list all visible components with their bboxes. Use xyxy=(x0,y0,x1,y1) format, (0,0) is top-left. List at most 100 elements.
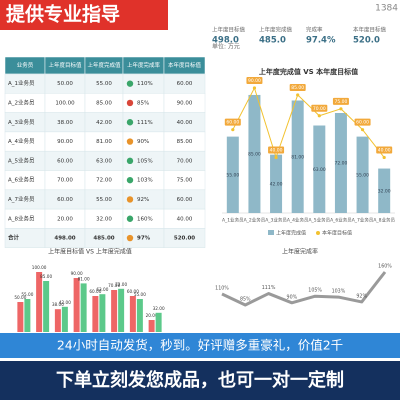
corner-number: 1384 xyxy=(375,4,398,14)
table-cell-text: 520.00 xyxy=(174,236,195,242)
line-point xyxy=(296,93,300,97)
table-cell-text: 498.00 xyxy=(54,236,75,242)
x-tick-label: A_6业务员 xyxy=(330,217,352,224)
table-cell-text: 55.00 xyxy=(96,81,112,87)
line-label-bg xyxy=(246,77,263,84)
point-label: 85% xyxy=(240,297,251,303)
bar xyxy=(248,94,261,213)
bar-label: 85.00 xyxy=(248,151,261,157)
chart-title: 上年度完成值 VS 本年度目标值 xyxy=(259,67,358,76)
bar xyxy=(136,299,143,332)
line-label: 40.00 xyxy=(378,147,391,153)
table-header-text: 上年度目标值 xyxy=(48,61,82,69)
table-cell-text: 60.00 xyxy=(177,197,193,203)
x-tick-label: A_1业务员 xyxy=(222,217,244,224)
point-label: 105% xyxy=(308,288,322,294)
x-tick-label: A_7业务员 xyxy=(352,217,374,224)
table-cell-text: 40.00 xyxy=(177,120,193,126)
table-cell-text: 85% xyxy=(137,100,149,106)
line-label: 60.00 xyxy=(226,120,239,126)
bar xyxy=(92,296,99,332)
bar xyxy=(334,113,347,213)
bar-label: 90.00 xyxy=(71,271,83,276)
legend-swatch xyxy=(268,230,274,235)
table-cell-text: 110% xyxy=(137,81,153,87)
table-cell-text: 90.00 xyxy=(177,100,193,106)
table-cell-text: 85.00 xyxy=(96,100,112,106)
bar-label: 32.00 xyxy=(153,306,165,311)
kpi-label: 上年度目标值 xyxy=(212,26,246,34)
table-cell-text: 70.00 xyxy=(57,178,73,184)
x-tick-label: A_4业务员 xyxy=(287,217,309,224)
top-banner xyxy=(0,0,168,30)
point-label: 110% xyxy=(215,286,229,292)
bar-label: 55.00 xyxy=(356,172,369,178)
bar-label: 55.00 xyxy=(134,292,146,297)
table-cell-text: 60.00 xyxy=(57,197,73,203)
bottom-banner-text: 下单立刻发您成品，也可一对一定制 xyxy=(56,369,344,391)
table-cell-text: A_8业务员 xyxy=(8,214,35,222)
bar-label: 60.00 xyxy=(127,289,139,294)
bar xyxy=(43,281,50,332)
table-cell-text: 485.00 xyxy=(93,236,114,242)
bar-label: 72.00 xyxy=(334,161,347,167)
point-label: 111% xyxy=(262,285,276,291)
chart-title: 上年度完成率 xyxy=(282,248,318,256)
bar xyxy=(99,294,106,332)
kpi-label: 上年度完成值 xyxy=(259,26,293,34)
bar-label: 38.00 xyxy=(52,302,64,307)
bar-label: 55.00 xyxy=(226,172,239,178)
status-dot xyxy=(126,157,134,165)
bar xyxy=(61,306,68,332)
status-dot xyxy=(126,215,134,222)
table-cell-text: 90.00 xyxy=(57,139,73,145)
status-dot xyxy=(126,176,134,184)
x-tick-label: A_5业务员 xyxy=(308,217,330,224)
line-label: 85.00 xyxy=(291,85,304,91)
kpi-value: 97.4% xyxy=(306,36,336,46)
bar xyxy=(226,136,239,213)
bar xyxy=(313,125,326,213)
status-dot xyxy=(126,196,134,203)
line-label: 40.00 xyxy=(270,147,283,153)
kpi-value: 520.0 xyxy=(353,36,380,46)
bar xyxy=(155,312,162,332)
line-point xyxy=(382,155,386,160)
legend-label: 本年度目标值 xyxy=(322,230,352,237)
table-cell-text: 40.00 xyxy=(177,216,193,222)
status-dot xyxy=(126,99,134,107)
table-cell-text: 97% xyxy=(137,236,151,242)
kpi-label: 本年度目标值 xyxy=(353,26,387,34)
line-label: 90.00 xyxy=(248,78,261,84)
bar-label: 81.00 xyxy=(291,154,304,160)
bar-label: 60.00 xyxy=(89,289,101,294)
status-dot xyxy=(126,234,134,242)
line-label-bg xyxy=(289,83,306,91)
line-point xyxy=(252,86,257,90)
line-point xyxy=(231,128,235,132)
table-cell-text: 100.00 xyxy=(55,100,75,106)
bar-label: 55.00 xyxy=(21,292,33,297)
bar-label: 81.00 xyxy=(78,276,90,281)
table-cell-text: 160% xyxy=(137,216,153,222)
table-cell-text: 50.00 xyxy=(57,81,73,87)
line-label-bg xyxy=(268,146,285,154)
unit: 单位: 万元 xyxy=(212,43,240,51)
table-header-text: 业务员 xyxy=(17,61,34,69)
point-label: 92% xyxy=(356,293,367,299)
table-cell-text: 75.00 xyxy=(177,178,193,184)
kpi-value: 498.0 xyxy=(212,36,239,46)
top-banner-text: 提供专业指导 xyxy=(6,3,120,26)
bar-label: 63.00 xyxy=(96,287,108,292)
line-point xyxy=(339,107,343,111)
kpi-label: 完成率 xyxy=(306,26,323,34)
kpi-value: 485.0 xyxy=(259,36,286,46)
line xyxy=(221,271,387,307)
table-cell-text: 92% xyxy=(137,197,149,203)
legend-label: 上年度完成值 xyxy=(276,230,306,237)
bar-label: 42.00 xyxy=(270,181,283,187)
bar-label: 72.00 xyxy=(115,282,127,287)
table-cell-text: 42.00 xyxy=(96,120,112,126)
status-dot xyxy=(126,119,134,126)
bar-label: 63.00 xyxy=(313,167,326,173)
